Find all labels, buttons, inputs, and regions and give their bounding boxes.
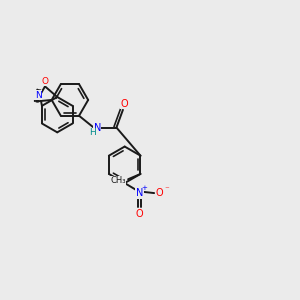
Text: H: H xyxy=(88,128,95,137)
Text: N: N xyxy=(136,188,143,198)
Text: +: + xyxy=(142,185,148,191)
Text: O: O xyxy=(41,77,49,86)
Text: N: N xyxy=(35,91,42,100)
Text: O: O xyxy=(155,188,163,198)
Text: N: N xyxy=(94,122,101,133)
Text: O: O xyxy=(136,209,143,219)
Text: CH₃: CH₃ xyxy=(110,176,126,185)
Text: ⁻: ⁻ xyxy=(164,186,169,195)
Text: O: O xyxy=(121,99,128,109)
